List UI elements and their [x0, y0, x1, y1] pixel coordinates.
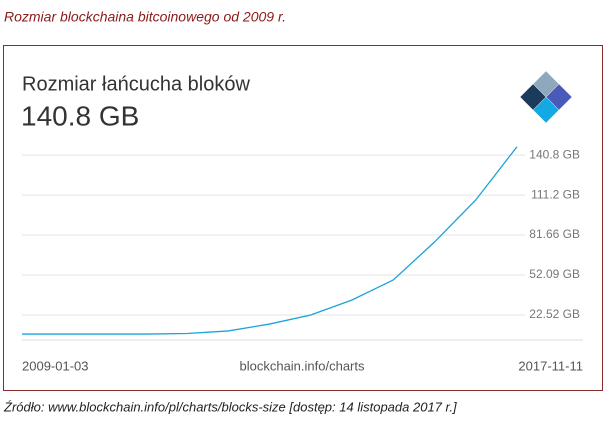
chart-title: Rozmiar łańcucha bloków: [22, 73, 250, 95]
logo-part: [546, 84, 572, 110]
y-tick-label: 81.66 GB: [529, 227, 580, 241]
frame: [3, 45, 603, 391]
y-tick-label: 111.2 GB: [531, 187, 580, 201]
x-tick-label: 2009-01-03: [22, 358, 89, 373]
data-line: [22, 146, 518, 335]
logo-part: [533, 97, 559, 123]
logo-part: [520, 84, 546, 110]
logo: [520, 71, 572, 123]
x-tick-label: 2017-11-11: [518, 358, 583, 373]
y-tick-label: 22.52 GB: [529, 307, 580, 321]
logo-part: [533, 71, 559, 97]
y-tick-label: 140.8 GB: [529, 147, 580, 161]
caption: Rozmiar blockchaina bitcoinowego od 2009…: [4, 9, 286, 25]
source-note: Źródło: www.blockchain.info/pl/charts/bl…: [3, 399, 457, 414]
chart-source: blockchain.info/charts: [239, 358, 365, 373]
y-tick-label: 52.09 GB: [529, 267, 580, 281]
headline-value: 140.8 GB: [21, 100, 139, 131]
